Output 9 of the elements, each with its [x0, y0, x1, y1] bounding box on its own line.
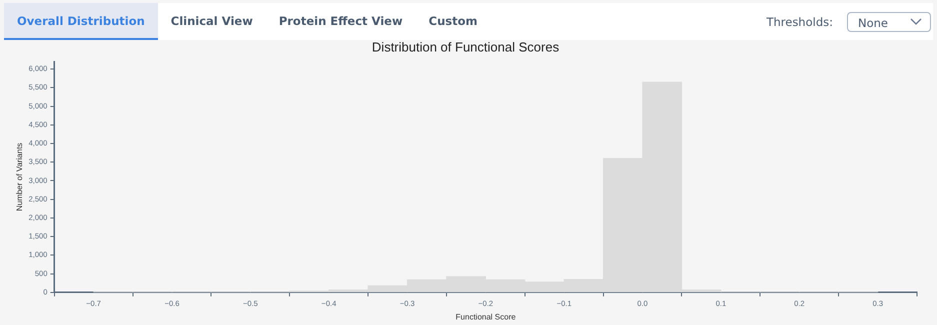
- chart-title: Distribution of Functional Scores: [372, 39, 560, 54]
- x-axis-title: Functional Score: [456, 312, 516, 322]
- text: Protein Effect View: [278, 13, 404, 30]
- text: Clinical View: [170, 13, 254, 30]
- text: Thresholds:: [766, 15, 833, 29]
- y-axis-title: Number of Variants: [15, 142, 24, 212]
- text: None: [858, 16, 888, 30]
- text: Custom: [428, 13, 478, 30]
- text: Overall Distribution: [4, 3, 158, 40]
